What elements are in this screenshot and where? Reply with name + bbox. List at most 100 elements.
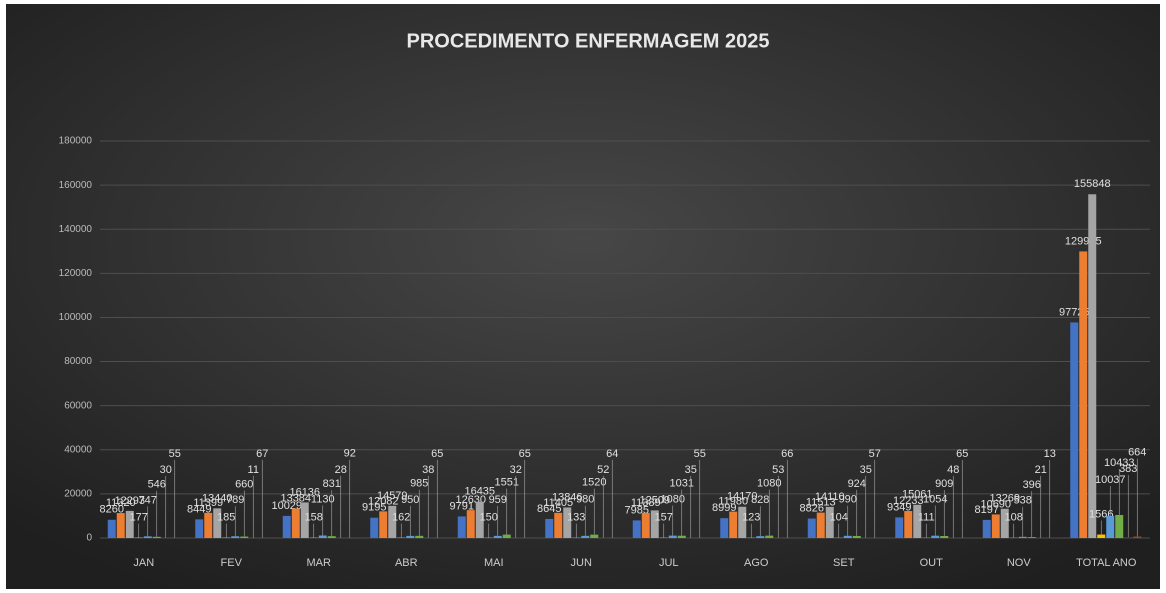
data-label: 12082 (368, 495, 399, 507)
data-label: 67 (256, 448, 268, 460)
data-label: 104 (830, 512, 848, 524)
data-label: 950 (401, 494, 419, 506)
data-label: 1520 (582, 477, 606, 489)
bar (406, 535, 415, 538)
data-label: 65 (519, 448, 531, 460)
data-label: 9195 (362, 502, 386, 514)
data-label: 111 (918, 512, 935, 524)
data-label: 64 (606, 448, 618, 460)
bar (318, 535, 327, 538)
x-tick-label: JUL (659, 557, 679, 569)
data-label: 28 (335, 464, 347, 476)
data-label: 980 (576, 494, 594, 506)
data-label: 828 (751, 494, 769, 506)
data-label: 747 (139, 494, 157, 506)
bar (502, 534, 511, 538)
data-label: 8260 (100, 504, 124, 516)
data-label: 11320 (106, 497, 136, 509)
data-label: 1080 (661, 494, 685, 506)
data-label: 162 (392, 512, 410, 524)
x-tick-label: NOV (1007, 557, 1032, 569)
data-label: 13440 (202, 492, 233, 504)
x-tick-label: OUT (920, 557, 944, 569)
bar (300, 502, 309, 538)
data-label: 14170 (727, 491, 758, 503)
data-label: 546 (148, 479, 166, 491)
data-label: 396 (1023, 479, 1041, 491)
data-label: 831 (323, 478, 341, 490)
bar (282, 515, 291, 538)
bar (1115, 514, 1124, 538)
data-label: 65 (431, 448, 443, 460)
bar (852, 535, 861, 538)
x-tick-label: ABR (395, 557, 418, 569)
bar (641, 512, 650, 538)
bar (756, 536, 765, 538)
bar (240, 536, 249, 538)
data-label: 13269 (989, 493, 1020, 505)
data-label: 123 (742, 512, 760, 524)
bar (843, 535, 852, 538)
data-label: 13846 (552, 491, 583, 503)
data-label: 990 (839, 494, 857, 506)
y-tick-label: 160000 (59, 180, 93, 191)
data-label: 11 (248, 464, 259, 476)
bar (632, 520, 641, 538)
bar (388, 505, 397, 538)
y-tick-label: 60000 (64, 400, 92, 411)
bar (1027, 537, 1036, 538)
bar (940, 535, 949, 538)
data-label: 11405 (543, 497, 573, 509)
data-label: 8826 (800, 502, 824, 514)
bar (195, 519, 204, 538)
bar (895, 517, 904, 538)
data-label: 959 (489, 494, 507, 506)
bar (231, 536, 240, 538)
bar (1133, 536, 1142, 538)
data-label: 1551 (495, 476, 519, 488)
data-label: 12293 (114, 495, 145, 507)
data-label: 48 (947, 464, 959, 476)
bar (738, 506, 747, 538)
data-label: 14579 (377, 490, 408, 502)
y-tick-label: 20000 (64, 489, 92, 500)
bar (291, 508, 300, 538)
chart-background (6, 4, 1160, 589)
bar (1106, 515, 1115, 538)
data-label: 185 (217, 511, 235, 523)
x-tick-label: AGO (744, 557, 769, 569)
data-label: 15061 (902, 489, 933, 501)
data-label: 9349 (887, 501, 911, 513)
bar (545, 518, 554, 538)
data-label: 108 (1005, 512, 1023, 524)
y-tick-label: 80000 (64, 356, 92, 367)
data-label: 32 (510, 464, 522, 476)
data-label: 1054 (923, 494, 947, 506)
data-label: 10433 (1104, 457, 1135, 469)
data-label: 55 (694, 448, 706, 460)
data-label: 924 (848, 478, 866, 490)
x-tick-label: JUN (571, 557, 592, 569)
bar (991, 514, 1000, 538)
bar (370, 517, 379, 538)
bar (204, 512, 213, 538)
data-label: 11399 (193, 497, 223, 509)
data-label: 92 (344, 448, 356, 460)
data-label: 660 (235, 478, 253, 490)
data-label: 52 (597, 464, 609, 476)
data-label: 53 (772, 464, 784, 476)
chart-title: PROCEDIMENTO ENFERMAGEM 2025 (406, 30, 769, 52)
data-label: 8197 (975, 504, 999, 516)
data-label: 8645 (537, 503, 561, 515)
bar (475, 501, 484, 538)
x-tick-label: TOTAL ANO (1076, 557, 1137, 569)
bar (677, 535, 686, 538)
bar (415, 535, 424, 538)
bar (327, 536, 336, 538)
data-label: 65 (956, 448, 968, 460)
data-label: 8999 (712, 502, 736, 514)
bar (457, 516, 466, 538)
data-label: 30 (160, 464, 172, 476)
data-label: 1080 (757, 478, 781, 490)
bar (765, 535, 774, 538)
